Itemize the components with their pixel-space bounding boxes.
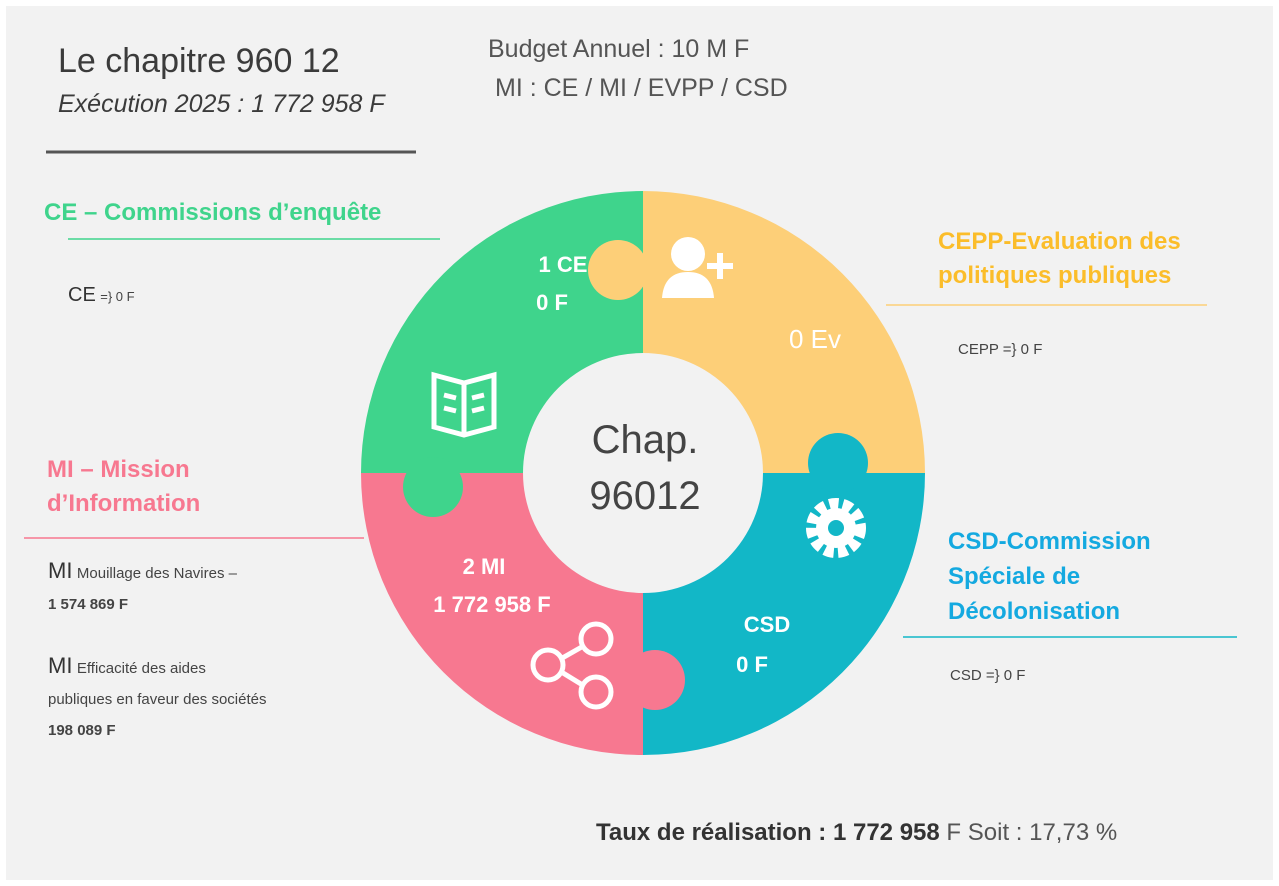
- center-label: 96012: [589, 474, 700, 518]
- detail: CEPP =} 0 F: [958, 341, 1042, 358]
- amount: 198 089 F: [48, 722, 116, 739]
- code: CE: [68, 284, 96, 306]
- footer-rest: F Soit : 17,73 %: [946, 819, 1117, 846]
- segment-cepp: [643, 191, 925, 473]
- center-label: Chap.: [592, 418, 699, 462]
- quadrant-label: 2 MI: [463, 554, 506, 579]
- section-title: CSD-Commission: [948, 528, 1151, 555]
- subtitle: Exécution 2025 : 1 772 958 F: [58, 90, 386, 118]
- detail: MI Efficacité des aides: [48, 653, 206, 678]
- quadrant-label: 1 CE: [539, 252, 588, 277]
- section-title: politiques publiques: [938, 262, 1171, 289]
- knob: [808, 433, 868, 493]
- icon-gear: [806, 498, 866, 558]
- title: Le chapitre 960 12: [58, 42, 340, 80]
- knob: [403, 457, 463, 517]
- footer-amount: 1 772 958: [833, 819, 940, 846]
- knob: [625, 650, 685, 710]
- code: MI: [48, 558, 72, 583]
- footer-label: Taux de réalisation :: [596, 819, 826, 846]
- detail-text: =} 0 F: [100, 289, 134, 304]
- quadrant-label: CSD: [744, 612, 790, 637]
- section-title: Spéciale de: [948, 563, 1080, 590]
- icon-share: [530, 621, 614, 710]
- detail: MI Mouillage des Navires –: [48, 558, 238, 583]
- section-title: MI – Mission: [47, 456, 190, 483]
- code: MI: [48, 653, 72, 678]
- types: MI : CE / MI / EVPP / CSD: [495, 74, 788, 102]
- detail-text: publiques en faveur des sociétés: [48, 691, 266, 708]
- quadrant-label: 0 F: [736, 652, 768, 677]
- detail: CE =} 0 F: [68, 284, 135, 306]
- knob: [588, 240, 648, 300]
- segment-mi: [361, 473, 643, 755]
- footer: Taux de réalisation : 1 772 958 F Soit :…: [596, 819, 1117, 846]
- detail-text: Mouillage des Navires –: [77, 565, 238, 582]
- icon-person: [662, 237, 733, 298]
- detail-text: Efficacité des aides: [77, 660, 206, 677]
- icon-book: [431, 371, 497, 438]
- budget: Budget Annuel : 10 M F: [488, 35, 749, 63]
- amount: 1 574 869 F: [48, 596, 128, 613]
- section-title: Décolonisation: [948, 598, 1120, 625]
- quadrant-label: 0 Ev: [789, 324, 841, 354]
- quadrant-label: 1 772 958 F: [433, 592, 550, 617]
- section-title: CEPP-Evaluation des: [938, 228, 1181, 255]
- section-title: d’Information: [47, 490, 200, 517]
- section-title: CE – Commissions d’enquête: [44, 199, 381, 226]
- quadrant-label: 0 F: [536, 290, 568, 315]
- detail: CSD =} 0 F: [950, 667, 1025, 684]
